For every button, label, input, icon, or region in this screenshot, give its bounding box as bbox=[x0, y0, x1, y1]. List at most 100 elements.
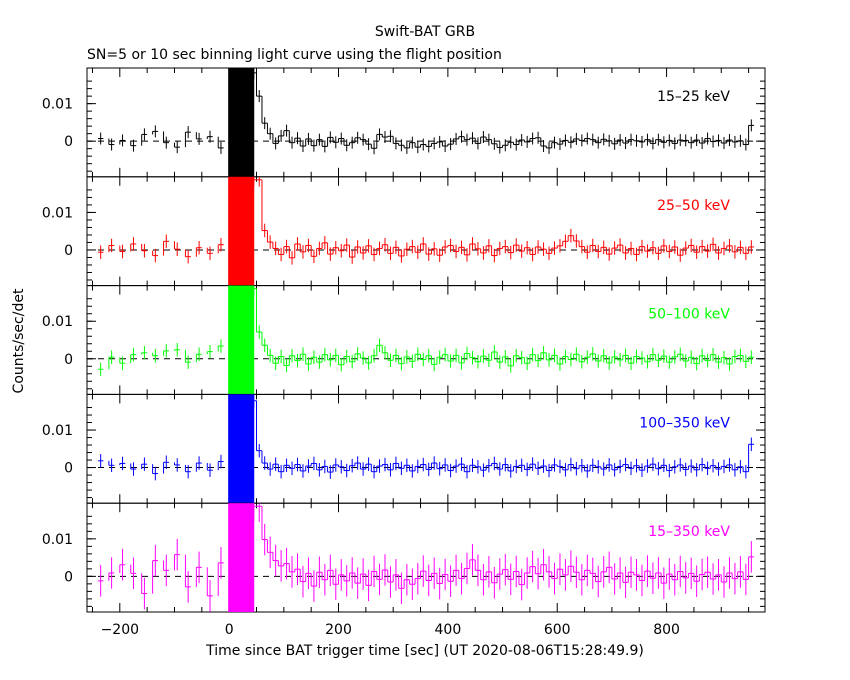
bin bbox=[436, 135, 443, 148]
bin bbox=[600, 240, 607, 255]
bin bbox=[108, 350, 115, 370]
bin bbox=[398, 461, 405, 476]
bin bbox=[288, 246, 295, 265]
bin bbox=[616, 459, 623, 474]
bin bbox=[338, 460, 344, 474]
bin bbox=[256, 400, 262, 458]
bin bbox=[425, 564, 432, 597]
bin bbox=[518, 350, 525, 365]
bin bbox=[327, 242, 334, 261]
bin bbox=[540, 346, 547, 361]
bin bbox=[447, 463, 454, 478]
bin bbox=[540, 242, 547, 256]
bin bbox=[687, 136, 694, 149]
bin bbox=[420, 555, 426, 587]
bin bbox=[649, 240, 656, 255]
bin bbox=[611, 563, 618, 595]
bin bbox=[720, 459, 727, 474]
x-tick-label: 600 bbox=[544, 622, 571, 638]
bin bbox=[605, 355, 612, 370]
bin bbox=[633, 134, 640, 147]
bin bbox=[381, 554, 388, 586]
bin bbox=[682, 134, 689, 147]
bin bbox=[693, 463, 700, 477]
bin bbox=[611, 463, 618, 477]
bin bbox=[709, 347, 716, 362]
bin bbox=[430, 456, 437, 470]
bin bbox=[119, 456, 126, 471]
bin bbox=[299, 347, 306, 362]
bin bbox=[649, 562, 656, 594]
bin bbox=[742, 354, 749, 369]
bin bbox=[715, 244, 722, 260]
bin bbox=[283, 239, 290, 255]
bin bbox=[130, 139, 137, 152]
bin bbox=[726, 557, 733, 589]
bin bbox=[305, 132, 312, 147]
bin bbox=[441, 347, 448, 362]
bin bbox=[687, 459, 694, 473]
bin bbox=[666, 134, 673, 147]
bin bbox=[228, 68, 235, 148]
bin bbox=[299, 464, 306, 478]
bin bbox=[163, 554, 170, 587]
bin bbox=[737, 240, 744, 255]
bin bbox=[387, 566, 394, 598]
bin bbox=[633, 247, 640, 262]
bin bbox=[348, 557, 355, 589]
bin bbox=[228, 394, 235, 462]
bin bbox=[660, 239, 667, 254]
bin bbox=[387, 130, 394, 143]
bin bbox=[512, 459, 519, 474]
bin bbox=[452, 244, 459, 259]
bin bbox=[480, 463, 487, 477]
bin bbox=[234, 503, 241, 522]
bin bbox=[288, 556, 295, 588]
bin bbox=[595, 244, 601, 259]
bin bbox=[343, 565, 350, 597]
bin bbox=[693, 565, 700, 597]
bin bbox=[365, 356, 372, 370]
bin bbox=[436, 248, 443, 262]
bin bbox=[240, 68, 246, 78]
bin bbox=[551, 136, 558, 149]
bin bbox=[616, 134, 623, 147]
bin bbox=[316, 241, 323, 257]
bin bbox=[715, 354, 722, 369]
bin bbox=[206, 463, 213, 477]
bin bbox=[294, 132, 301, 145]
y-tick-label: 0.01 bbox=[42, 97, 73, 113]
bin bbox=[119, 356, 126, 371]
bin bbox=[343, 138, 350, 152]
burst-saturation-block bbox=[228, 503, 255, 612]
y-tick-label: 0 bbox=[64, 352, 73, 368]
bin bbox=[299, 138, 306, 153]
bin bbox=[195, 551, 202, 587]
bin bbox=[600, 133, 607, 146]
bin bbox=[441, 458, 448, 472]
bin bbox=[310, 570, 317, 602]
bin bbox=[660, 136, 667, 149]
bin bbox=[540, 459, 547, 473]
bin bbox=[327, 465, 334, 479]
bin bbox=[436, 350, 443, 365]
bin bbox=[562, 349, 569, 365]
bin bbox=[507, 136, 514, 149]
bin bbox=[463, 247, 470, 262]
bin bbox=[584, 132, 591, 145]
bin bbox=[704, 244, 711, 258]
bin bbox=[365, 138, 372, 151]
bin bbox=[261, 506, 268, 556]
bin bbox=[567, 136, 574, 149]
bin bbox=[327, 554, 334, 587]
bin bbox=[409, 464, 416, 478]
bin bbox=[283, 547, 290, 580]
bin bbox=[217, 237, 224, 254]
panel-stack: 0 0.01 15–25 keV 0 0.01 25–50 keV 0 0.01 50–100 … bbox=[42, 67, 766, 613]
bin bbox=[512, 349, 519, 366]
bin bbox=[436, 567, 443, 600]
bin bbox=[152, 125, 159, 138]
bin bbox=[163, 131, 170, 149]
bin bbox=[392, 240, 399, 255]
panel-50-100-kev: 0 0.01 50–100 keV bbox=[42, 285, 766, 395]
